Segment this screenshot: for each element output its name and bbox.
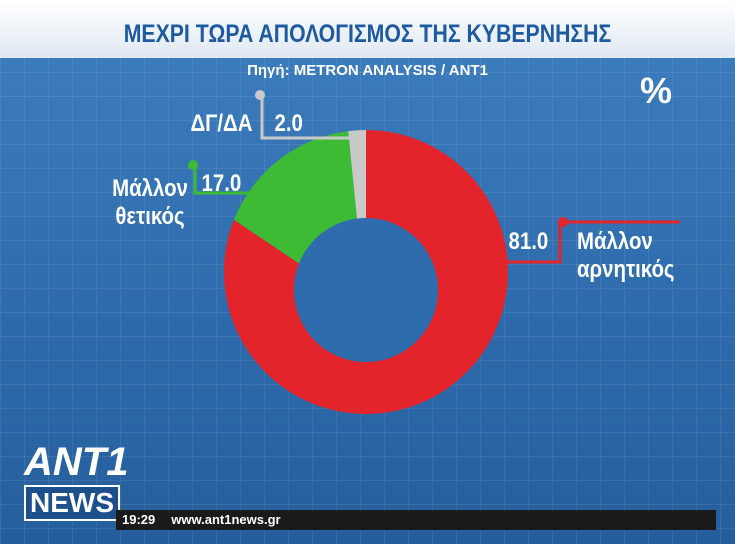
ticker: 19:29 www.ant1news.gr	[116, 510, 716, 530]
leader-dot	[188, 160, 198, 170]
value-label: 2.0	[274, 110, 303, 137]
donut-segment	[233, 131, 357, 264]
leader-dot	[558, 217, 568, 227]
value-label: 81.0	[508, 228, 549, 255]
leader-line	[260, 95, 352, 140]
leader-line	[193, 165, 300, 195]
donut-hole	[294, 218, 438, 362]
title-bar	[0, 0, 735, 58]
logo-bottom: NEWS	[24, 485, 120, 521]
unit-label: %	[640, 70, 673, 111]
chart-title: ΜΕΧΡΙ ΤΩΡΑ ΑΠΟΛΟΓΙΣΜΟΣ ΤΗΣ ΚΥΒΕΡΝΗΣΗΣ	[123, 20, 612, 48]
donut-segment	[348, 130, 366, 219]
value-label: 17.0	[201, 170, 242, 197]
category-label: Μάλλον αρνητικός	[577, 228, 675, 283]
logo: ANT1 NEWS	[24, 440, 129, 521]
category-label: Μάλλον θετικός	[112, 175, 188, 230]
chart-subtitle: Πηγή: METRON ANALYSIS / ANT1	[247, 62, 488, 79]
donut-segment	[223, 130, 508, 414]
ticker-url: www.ant1news.gr	[171, 512, 281, 527]
leader-dot	[255, 90, 265, 100]
logo-top: ANT1	[24, 440, 129, 484]
ticker-time: 19:29	[122, 512, 156, 527]
leader-line	[500, 220, 680, 264]
category-label: ΔΓ/ΔΑ	[190, 110, 253, 137]
